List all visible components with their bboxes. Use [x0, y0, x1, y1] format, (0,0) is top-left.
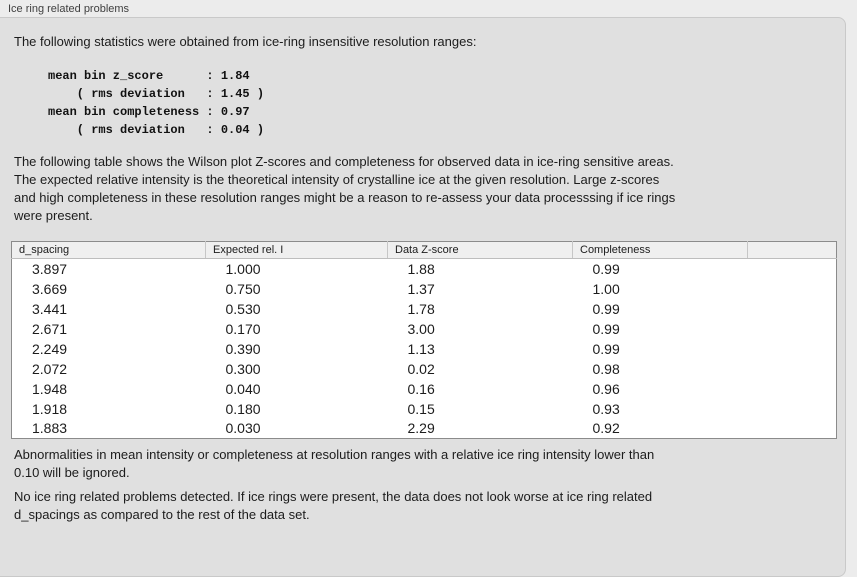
- cell: 3.441: [32, 300, 68, 317]
- table-row[interactable]: 2.072 0.300 0.02 0.98: [12, 359, 837, 379]
- table-intro-text: The following table shows the Wilson plo…: [14, 154, 676, 223]
- column-header-Expected rel. I[interactable]: Expected rel. I: [205, 241, 388, 259]
- cell: 1.883: [32, 420, 68, 437]
- cell: [748, 279, 837, 299]
- cell: 1.37: [407, 280, 435, 297]
- cell: [748, 299, 837, 319]
- cell: 0.390: [225, 340, 261, 357]
- cell: 0.99: [592, 320, 620, 337]
- table-row[interactable]: 1.948 0.040 0.16 0.96: [12, 379, 837, 399]
- table-row[interactable]: 3.897 1.000 1.88 0.99: [12, 259, 837, 279]
- cell: 0.170: [225, 320, 261, 337]
- cell: 0.98: [592, 360, 620, 377]
- table-row[interactable]: 2.671 0.170 3.00 0.99: [12, 319, 837, 339]
- note-result: No ice ring related problems detected. I…: [14, 489, 653, 522]
- cell: 0.030: [225, 420, 261, 437]
- cell: [748, 399, 837, 419]
- panel-title: Ice ring related problems: [8, 3, 130, 15]
- table-body: 3.897 1.000 1.88 0.99 3.669 0.750 1.37 1.00 3.44…: [12, 259, 837, 439]
- cell: 2.249: [32, 340, 68, 357]
- stats-block: mean bin z_score : 1.84 ( rms deviation …: [48, 69, 265, 137]
- cell: 1.918: [32, 400, 68, 417]
- cell: 1.88: [407, 260, 435, 277]
- cell: 0.040: [225, 380, 261, 397]
- cell: [748, 379, 837, 399]
- cell: 0.180: [225, 400, 261, 417]
- table-header: d_spacing Expected rel. I Data Z-score Comp…: [11, 241, 837, 259]
- cell: 2.29: [407, 420, 435, 437]
- cell: 1.948: [32, 380, 68, 397]
- cell: 0.99: [592, 300, 620, 317]
- table-row[interactable]: 2.249 0.390 1.13 0.99: [12, 339, 837, 359]
- cell: [748, 359, 837, 379]
- table-row[interactable]: 3.669 0.750 1.37 1.00: [12, 279, 837, 299]
- cell: [748, 319, 837, 339]
- cell: 1.00: [592, 280, 620, 297]
- cell: 2.072: [32, 360, 68, 377]
- column-header-Completeness[interactable]: Completeness: [572, 241, 748, 259]
- cell: 0.99: [592, 340, 620, 357]
- note-ignore-rule: Abnormalities in mean intensity or compl…: [14, 447, 655, 480]
- cell: 0.96: [592, 380, 620, 397]
- table-row[interactable]: 1.918 0.180 0.15 0.93: [12, 399, 837, 419]
- table-row[interactable]: 1.883 0.030 2.29 0.92: [12, 419, 837, 439]
- table-header-row: d_spacing Expected rel. I Data Z-score Comp…: [11, 241, 837, 259]
- cell: [748, 339, 837, 359]
- cell: 0.99: [592, 260, 620, 277]
- cell: 0.16: [407, 380, 435, 397]
- column-header-Data Z-score[interactable]: Data Z-score: [387, 241, 573, 259]
- cell: [748, 419, 837, 439]
- column-header-empty[interactable]: [747, 241, 837, 259]
- cell: 0.93: [592, 400, 620, 417]
- intro-text: The following statistics were obtained f…: [14, 34, 477, 49]
- cell: 1.13: [407, 340, 435, 357]
- cell: 3.897: [32, 260, 68, 277]
- cell: 1.000: [225, 260, 261, 277]
- ice-ring-report-window: { "panel": { "title": "Ice ring related …: [0, 3, 846, 577]
- cell: 1.78: [407, 300, 435, 317]
- cell: 0.92: [592, 420, 620, 437]
- cell: 0.750: [225, 280, 261, 297]
- cell: 0.300: [225, 360, 261, 377]
- cell: 0.15: [407, 400, 435, 417]
- cell: 2.671: [32, 320, 68, 337]
- cell: 0.02: [407, 360, 435, 377]
- cell: [748, 259, 837, 279]
- table-row[interactable]: 3.441 0.530 1.78 0.99: [12, 299, 837, 319]
- cell: 0.530: [225, 300, 261, 317]
- cell: 3.00: [407, 320, 435, 337]
- ice-ring-table[interactable]: d_spacing Expected rel. I Data Z-score Comp…: [11, 241, 837, 439]
- column-header-d_spacing[interactable]: d_spacing: [11, 241, 206, 259]
- cell: 3.669: [32, 280, 68, 297]
